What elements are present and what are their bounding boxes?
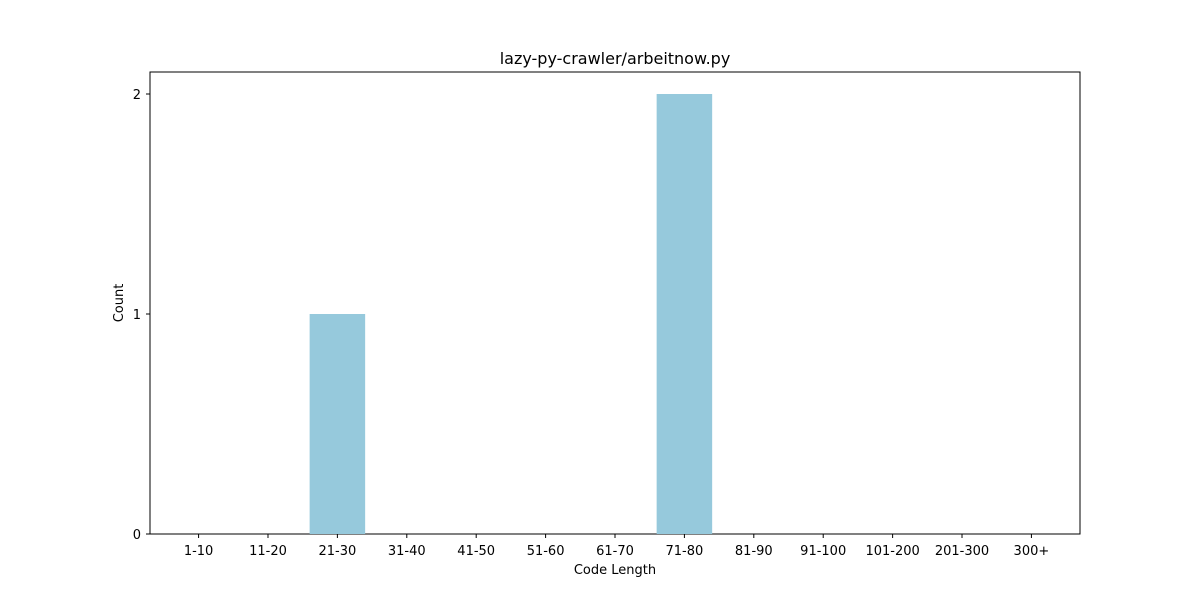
x-tick-label: 101-200 bbox=[865, 544, 919, 559]
x-axis-ticks: 1-10 11-20 21-30 31-40 41-50 51-60 61-70 71-80 8… bbox=[184, 534, 1049, 559]
x-tick-label: 1-10 bbox=[184, 544, 214, 559]
x-tick-label: 11-20 bbox=[249, 544, 287, 559]
y-tick-label: 2 bbox=[133, 88, 141, 103]
x-tick-label: 300+ bbox=[1014, 544, 1050, 559]
x-tick-label: 201-300 bbox=[935, 544, 989, 559]
chart-title: lazy-py-crawler/arbeitnow.py bbox=[500, 49, 731, 68]
bars bbox=[309, 94, 713, 534]
x-tick-label: 61-70 bbox=[596, 544, 634, 559]
x-tick-label: 31-40 bbox=[388, 544, 426, 559]
y-axis-label: Count bbox=[112, 284, 127, 323]
y-tick-label: 0 bbox=[133, 528, 141, 543]
x-axis-label: Code Length bbox=[574, 563, 656, 578]
bar-21-30 bbox=[309, 314, 366, 534]
plot-area-frame bbox=[149, 71, 1081, 535]
x-tick-label: 21-30 bbox=[318, 544, 356, 559]
x-tick-label: 71-80 bbox=[666, 544, 704, 559]
y-axis-ticks: 0 1 2 bbox=[133, 88, 150, 543]
x-tick-label: 91-100 bbox=[800, 544, 846, 559]
y-tick-label: 1 bbox=[133, 308, 141, 323]
x-tick-label: 41-50 bbox=[457, 544, 495, 559]
bar-71-80 bbox=[656, 94, 713, 534]
x-tick-label: 81-90 bbox=[735, 544, 773, 559]
x-tick-label: 51-60 bbox=[527, 544, 565, 559]
